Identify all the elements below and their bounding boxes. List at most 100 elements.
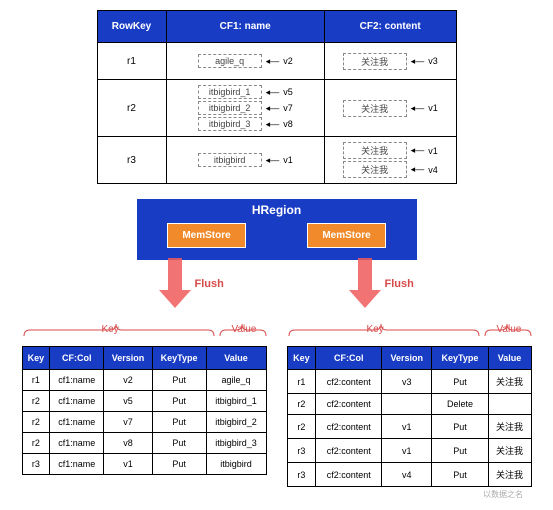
result-header-cell: Value [206, 347, 266, 370]
brace-svg-left [22, 324, 267, 336]
value-box: itbigbird_3 [198, 117, 262, 131]
rowkey-cell: r2 [97, 80, 166, 137]
flush-arrow-right [349, 258, 381, 308]
right-result-block: Key Value KeyCF:ColVersionKeyTypeValue r… [287, 324, 532, 487]
value-box: 关注我 [343, 161, 407, 178]
result-header-cell: KeyType [152, 347, 206, 370]
result-cell: Put [432, 370, 488, 394]
value-box: itbigbird [198, 153, 262, 167]
result-cell: Put [432, 439, 488, 463]
result-tables-wrap: Key Value KeyCF:ColVersionKeyTypeValue r… [10, 324, 543, 487]
value-box: 关注我 [343, 100, 407, 117]
flush-label-left: Flush [195, 278, 224, 290]
result-cell: 关注我 [488, 415, 531, 439]
cf2-cell: 关注我◂—v1 [324, 80, 456, 137]
logical-header-cell: CF2: content [324, 11, 456, 43]
table-row: r2cf1:namev8Putitbigbird_3 [22, 433, 266, 454]
result-header-cell: Version [382, 347, 432, 370]
result-cell: Put [152, 454, 206, 475]
result-cell: itbigbird_2 [206, 412, 266, 433]
result-cell: v2 [104, 370, 152, 391]
table-row: r1agile_q◂—v2关注我◂—v3 [97, 43, 456, 80]
value-box: 关注我 [343, 53, 407, 70]
result-cell: v1 [104, 454, 152, 475]
logical-table-header: RowKeyCF1: nameCF2: content [97, 11, 456, 43]
cell-entry: 关注我◂—v4 [343, 161, 438, 178]
right-result-header: KeyCF:ColVersionKeyTypeValue [287, 347, 531, 370]
version-label: v8 [283, 119, 293, 129]
result-cell: r2 [22, 433, 50, 454]
table-row: r1cf2:contentv3Put关注我 [287, 370, 531, 394]
result-cell: cf2:content [316, 394, 382, 415]
logical-header-cell: CF1: name [166, 11, 324, 43]
result-cell: itbigbird_1 [206, 391, 266, 412]
right-result-table: KeyCF:ColVersionKeyTypeValue r1cf2:conte… [287, 346, 532, 487]
result-cell: agile_q [206, 370, 266, 391]
result-header-cell: KeyType [432, 347, 488, 370]
arrow-icon: ◂— [411, 103, 425, 114]
result-cell: cf2:content [316, 370, 382, 394]
result-cell: cf1:name [50, 370, 104, 391]
cell-entry: itbigbird_2◂—v7 [198, 101, 293, 115]
cf2-cell: 关注我◂—v1 关注我◂—v4 [324, 137, 456, 184]
cell-entry: itbigbird◂—v1 [198, 153, 293, 167]
result-cell: Put [432, 463, 488, 487]
value-box: agile_q [198, 54, 262, 68]
result-header-cell: CF:Col [50, 347, 104, 370]
footer-watermark: 以数据之名 [10, 489, 543, 500]
brace-key-label: Key [102, 324, 119, 335]
version-label: v2 [283, 56, 293, 66]
result-cell: r2 [287, 415, 316, 439]
hregion-box: HRegion MemStore MemStore [137, 199, 417, 260]
result-header-cell: Value [488, 347, 531, 370]
table-row: r3cf1:namev1Putitbigbird [22, 454, 266, 475]
result-cell [382, 394, 432, 415]
logical-table: RowKeyCF1: nameCF2: content r1agile_q◂—v… [97, 10, 457, 184]
flush-arrow-left [159, 258, 191, 308]
result-cell: v1 [382, 439, 432, 463]
version-label: v4 [428, 165, 438, 175]
cell-entry: 关注我◂—v1 [343, 100, 438, 117]
brace-key-label: Key [367, 324, 384, 335]
cell-entry: 关注我◂—v1 [343, 142, 438, 159]
left-result-header: KeyCF:ColVersionKeyTypeValue [22, 347, 266, 370]
right-brace-labels: Key Value [287, 324, 532, 346]
result-cell: cf2:content [316, 463, 382, 487]
result-cell: Delete [432, 394, 488, 415]
left-brace-labels: Key Value [22, 324, 267, 346]
result-cell: r3 [22, 454, 50, 475]
result-cell: v1 [382, 415, 432, 439]
cf1-cell: itbigbird_1◂—v5itbigbird_2◂—v7itbigbird_… [166, 80, 324, 137]
result-cell: r2 [287, 394, 316, 415]
table-row: r1cf1:namev2Putagile_q [22, 370, 266, 391]
value-box: itbigbird_1 [198, 85, 262, 99]
result-cell: v7 [104, 412, 152, 433]
table-row: r2cf2:content Delete [287, 394, 531, 415]
cf2-cell: 关注我◂—v3 [324, 43, 456, 80]
result-cell: cf1:name [50, 433, 104, 454]
result-header-cell: Version [104, 347, 152, 370]
value-box: itbigbird_2 [198, 101, 262, 115]
result-cell: v5 [104, 391, 152, 412]
arrow-icon: ◂— [266, 103, 280, 114]
result-cell: Put [152, 433, 206, 454]
result-cell: r3 [287, 439, 316, 463]
result-header-cell: Key [22, 347, 50, 370]
result-cell: Put [432, 415, 488, 439]
cell-entry: itbigbird_3 ◂—v8 [198, 117, 293, 131]
result-cell: r3 [287, 463, 316, 487]
result-cell: v3 [382, 370, 432, 394]
result-cell: r2 [22, 391, 50, 412]
result-cell: v8 [104, 433, 152, 454]
cell-entry: itbigbird_1◂—v5 [198, 85, 293, 99]
result-cell: cf2:content [316, 415, 382, 439]
result-cell: 关注我 [488, 439, 531, 463]
result-cell: cf1:name [50, 391, 104, 412]
table-row: r3cf2:contentv4Put关注我 [287, 463, 531, 487]
arrow-icon: ◂— [266, 119, 280, 130]
arrow-icon: ◂— [266, 56, 280, 67]
cell-entry: agile_q ◂—v2 [198, 54, 293, 68]
version-label: v3 [428, 56, 438, 66]
result-cell: itbigbird_3 [206, 433, 266, 454]
result-cell: cf2:content [316, 439, 382, 463]
